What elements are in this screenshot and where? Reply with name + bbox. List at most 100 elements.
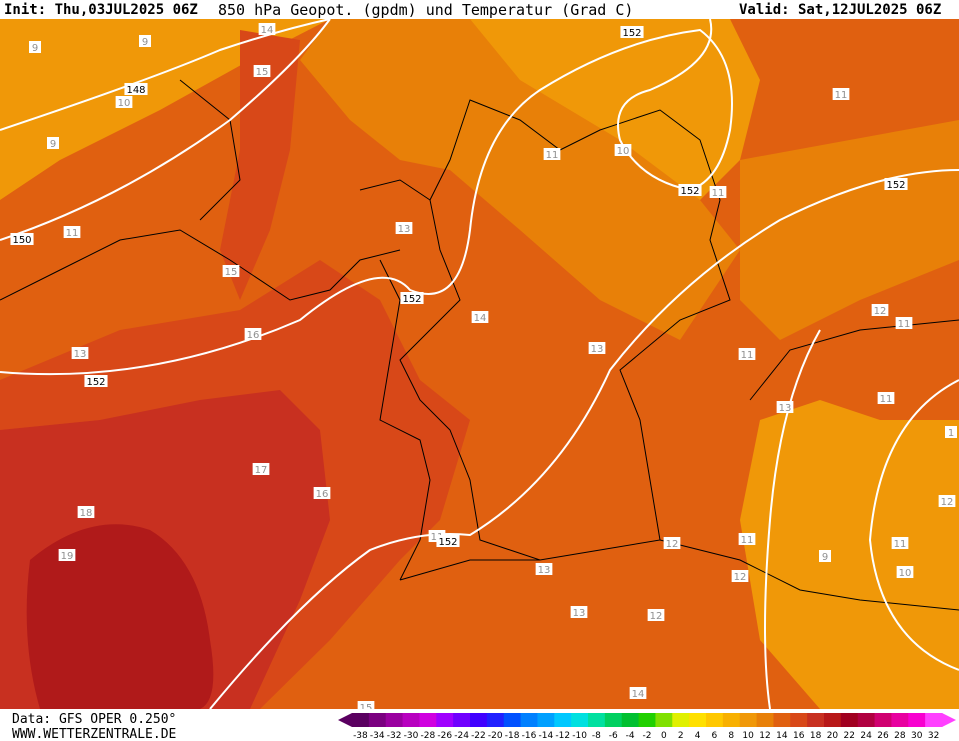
temperature-label: 11 [741, 535, 754, 546]
scale-label: 0 [661, 731, 667, 741]
scale-label: -28 [421, 731, 436, 741]
temperature-label: 11 [894, 539, 907, 550]
scale-color [874, 713, 892, 727]
temperature-label-box [945, 426, 957, 438]
scale-color [638, 713, 656, 727]
temperature-label-box [395, 222, 413, 234]
temperature-label: 13 [74, 349, 87, 360]
temperature-label-box [244, 328, 262, 340]
map-title: 850 hPa Geopot. (gpdm) und Temperatur (G… [218, 1, 633, 19]
site: WWW.WETTERZENTRALE.DE [12, 727, 176, 741]
scale-color [368, 713, 387, 727]
scale-color [537, 713, 555, 727]
temperature-label-box [877, 392, 895, 404]
scale-label: 26 [877, 731, 889, 741]
temperature-label: 11 [898, 319, 911, 330]
map: 9914151091115131613141311111112111113111… [0, 18, 959, 714]
temperature-label-box [63, 226, 81, 238]
temperature-label-box [253, 65, 271, 77]
temperature-label: 11 [546, 150, 559, 161]
temperature-label-box [115, 96, 133, 108]
geopotential-label: 152 [86, 377, 105, 388]
scale-color [706, 713, 724, 727]
scale-label: 28 [894, 731, 906, 741]
temperature-label-box [29, 41, 41, 53]
temperature-label: 14 [474, 313, 487, 324]
temperature-label: 9 [142, 37, 148, 48]
temperature-label-box [258, 23, 276, 35]
temperature-label: 13 [398, 224, 411, 235]
valid-time: Valid: Sat,12JUL2025 06Z [739, 2, 941, 18]
temperature-label: 19 [61, 551, 74, 562]
contour-152-south [209, 169, 959, 710]
temperature-label: 11 [880, 394, 893, 405]
temperature-label-box [938, 495, 956, 507]
scale-label: -20 [488, 731, 503, 741]
geopotential-contours [0, 18, 959, 710]
scale-color [486, 713, 505, 727]
geopotential-label-box [884, 178, 908, 190]
scale-color [385, 713, 404, 727]
temperature-label: 9 [822, 552, 828, 563]
header-bar [0, 0, 959, 19]
geopotential-label: 152 [622, 28, 641, 39]
temperature-label-box [731, 570, 749, 582]
geopotential-label: 152 [438, 537, 457, 548]
scale-color [453, 713, 471, 727]
scale-color [925, 713, 943, 727]
temperature-label: 12 [734, 572, 747, 583]
scale-label: -16 [522, 731, 537, 741]
scale-label: 32 [928, 731, 939, 741]
scale-color [840, 713, 859, 727]
temperature-label-box [77, 506, 95, 518]
temperature-label: 13 [779, 403, 792, 414]
coastline [0, 79, 401, 301]
temperature-label: 10 [617, 146, 630, 157]
scale-label: 6 [712, 731, 718, 741]
contour-east [764, 329, 959, 710]
scale-label: -38 [353, 731, 368, 741]
temperature-label: 15 [256, 67, 269, 78]
temperature-label: 10 [118, 98, 131, 109]
scale-label: 30 [911, 731, 923, 741]
temperature-label-box [222, 265, 240, 277]
scale-label: 16 [793, 731, 805, 741]
scale-color [756, 713, 774, 727]
temperature-label: 11 [66, 228, 79, 239]
contour-labels: 9914151091115131613141311111112111113111… [10, 23, 957, 714]
geopotential-label-box [678, 184, 702, 196]
temperature-label-box [614, 144, 632, 156]
contour-152-north [0, 18, 733, 376]
temperature-label-box [647, 609, 665, 621]
scale-color [773, 713, 791, 727]
scale-label: 20 [827, 731, 839, 741]
geopotential-label-box [84, 375, 108, 387]
scale-color [402, 713, 420, 727]
temperature-label: 12 [941, 497, 954, 508]
temperature-label-box [588, 342, 606, 354]
temperature-label: 17 [255, 465, 268, 476]
scale-color [807, 713, 825, 727]
scale-color [352, 713, 370, 727]
temperature-label: 9 [32, 43, 38, 54]
contour-150 [0, 18, 331, 241]
scale-color [672, 713, 690, 727]
temperature-label-box [47, 137, 59, 149]
temperature-label-box [709, 186, 727, 198]
scale-label: 8 [728, 731, 734, 741]
temperature-label-box [871, 304, 889, 316]
temperature-label-box [832, 88, 850, 100]
geopotential-label: 152 [886, 180, 905, 191]
scale-label: -30 [404, 731, 419, 741]
geopotential-label-box [124, 83, 148, 95]
data-source: Data: GFS OPER 0.250° [12, 712, 176, 727]
temperature-label: 11 [741, 350, 754, 361]
scale-label: 24 [860, 731, 872, 741]
scale-label: -10 [572, 731, 587, 741]
scale-label: -4 [626, 731, 635, 741]
scale-color [419, 713, 437, 727]
temperature-label-box [139, 35, 151, 47]
scale-label: 18 [810, 731, 822, 741]
scale-color [857, 713, 876, 727]
temperature-label-box [663, 537, 681, 549]
